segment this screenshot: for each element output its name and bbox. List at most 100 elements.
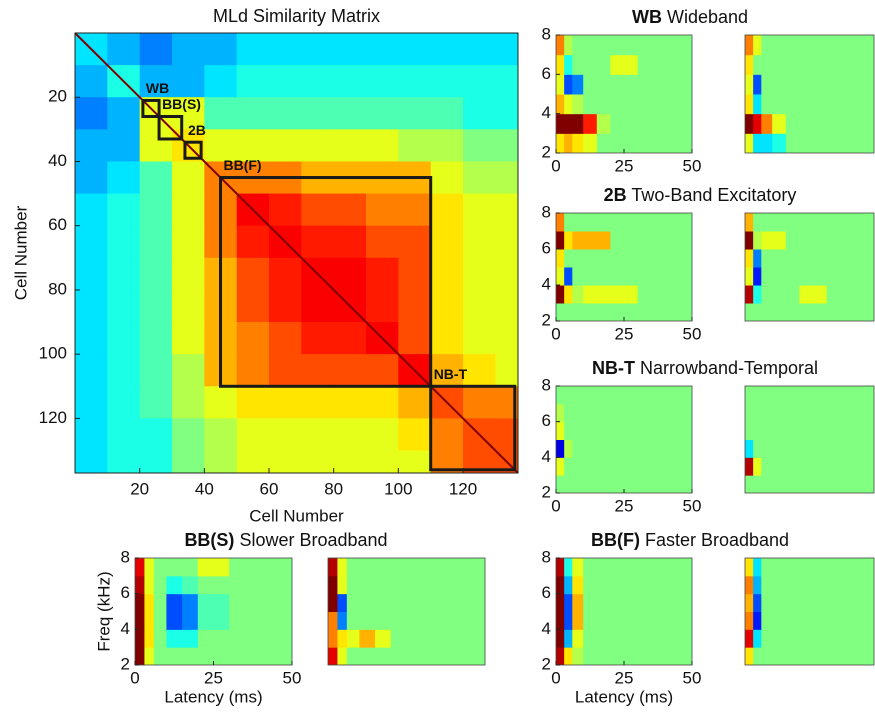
strf-cell	[753, 403, 762, 423]
matrix-cell	[236, 322, 270, 355]
strf-cell	[785, 133, 800, 153]
y-tick-label: 120	[39, 408, 67, 427]
panel-frame	[744, 34, 875, 154]
matrix-cell	[75, 225, 108, 259]
strf-cell	[753, 593, 762, 612]
strf-cell	[637, 94, 666, 115]
strf-cell	[135, 647, 145, 665]
strf-cell	[556, 421, 565, 440]
panel-title: WB Wideband	[632, 7, 748, 27]
strf-cell	[785, 35, 800, 56]
strf-cell	[596, 403, 611, 423]
strf-cell	[610, 475, 639, 493]
strf-cell	[135, 593, 145, 612]
strf-cell	[637, 647, 666, 665]
strf-cell	[637, 267, 666, 286]
strf-cell	[772, 94, 787, 115]
strf-cell	[229, 629, 262, 648]
strf-cell	[359, 647, 376, 665]
strf-cell	[761, 213, 773, 232]
strf-cell	[572, 35, 584, 56]
strf-cell	[826, 403, 855, 423]
strf-cell	[826, 74, 855, 95]
strf-cell	[826, 133, 855, 153]
strf-cell	[785, 593, 800, 612]
strf-cell	[564, 74, 573, 95]
strf-cells	[745, 35, 874, 153]
strf-cell	[826, 475, 855, 493]
strf-panel: 0 25 50 2 4 6 8 Latency (ms) Freq (kHz)	[94, 547, 301, 706]
strf-cell	[761, 421, 773, 440]
cluster-box	[183, 140, 203, 160]
strf-cell	[556, 74, 565, 95]
strf-cell	[853, 54, 874, 75]
matrix-cell	[463, 97, 496, 130]
strf-cell	[637, 457, 666, 476]
strf-cell	[745, 611, 754, 630]
strf-cell	[583, 475, 598, 493]
strf-cell	[572, 386, 584, 405]
strf-cell	[328, 629, 338, 648]
matrix-cell	[236, 289, 270, 323]
matrix-cell	[301, 129, 335, 162]
strf-cell	[785, 94, 800, 115]
matrix-cell	[463, 257, 496, 291]
strf-cell	[761, 439, 773, 458]
y-tick-label: 6	[542, 411, 551, 430]
strf-panel	[744, 212, 875, 322]
strf-cell	[375, 629, 392, 648]
strf-cell	[229, 611, 262, 630]
matrix-cell	[172, 225, 205, 259]
y-tick-label: 2	[542, 310, 551, 329]
strf-panel	[744, 557, 875, 666]
strf-cell	[761, 593, 773, 612]
strf-cell	[785, 403, 800, 423]
strf-cell	[826, 575, 855, 595]
strf-cell	[853, 267, 874, 286]
strf-panel: 0 25 50 2 4 6 8	[542, 24, 702, 175]
strf-cell	[564, 421, 573, 440]
strf-cell	[260, 593, 292, 612]
strf-cell	[583, 113, 598, 134]
matrix-cell	[463, 193, 496, 227]
strf-cell	[390, 647, 423, 665]
strf-cell	[135, 575, 145, 595]
cluster-box	[141, 98, 161, 119]
matrix-cell	[463, 289, 496, 323]
strf-cell	[375, 593, 392, 612]
strf-cell	[182, 593, 199, 612]
strf-cell	[337, 558, 348, 577]
strf-cell	[772, 403, 787, 423]
strf-cell	[583, 285, 598, 304]
matrix-cell	[269, 257, 302, 291]
matrix-cell	[430, 289, 464, 323]
strf-cell	[346, 558, 360, 577]
strf-cell	[422, 611, 455, 630]
strf-cell	[422, 647, 455, 665]
strf-cell	[166, 558, 183, 577]
matrix-cell	[172, 450, 205, 474]
x-tick-label: 40	[195, 479, 214, 498]
matrix-cell	[333, 65, 367, 98]
strf-cell	[596, 475, 611, 493]
matrix-cell	[463, 65, 496, 98]
strf-cell	[853, 35, 874, 56]
strf-cell	[761, 133, 773, 153]
strf-cell	[564, 133, 573, 153]
strf-cell	[853, 213, 874, 232]
strf-cell	[772, 74, 787, 95]
strf-cell	[853, 457, 874, 476]
strf-cell	[761, 575, 773, 595]
strf-cell	[572, 647, 584, 665]
matrix-cell	[495, 289, 519, 323]
matrix-cell	[75, 65, 108, 98]
strf-cell	[182, 558, 199, 577]
strf-cell	[761, 267, 773, 286]
matrix-cell	[398, 193, 432, 227]
strf-cell	[785, 647, 800, 665]
matrix-cell	[107, 418, 141, 452]
matrix-cell	[269, 418, 302, 452]
matrix-cell	[333, 193, 367, 227]
strf-cell	[583, 558, 598, 577]
strf-cell	[328, 575, 338, 595]
